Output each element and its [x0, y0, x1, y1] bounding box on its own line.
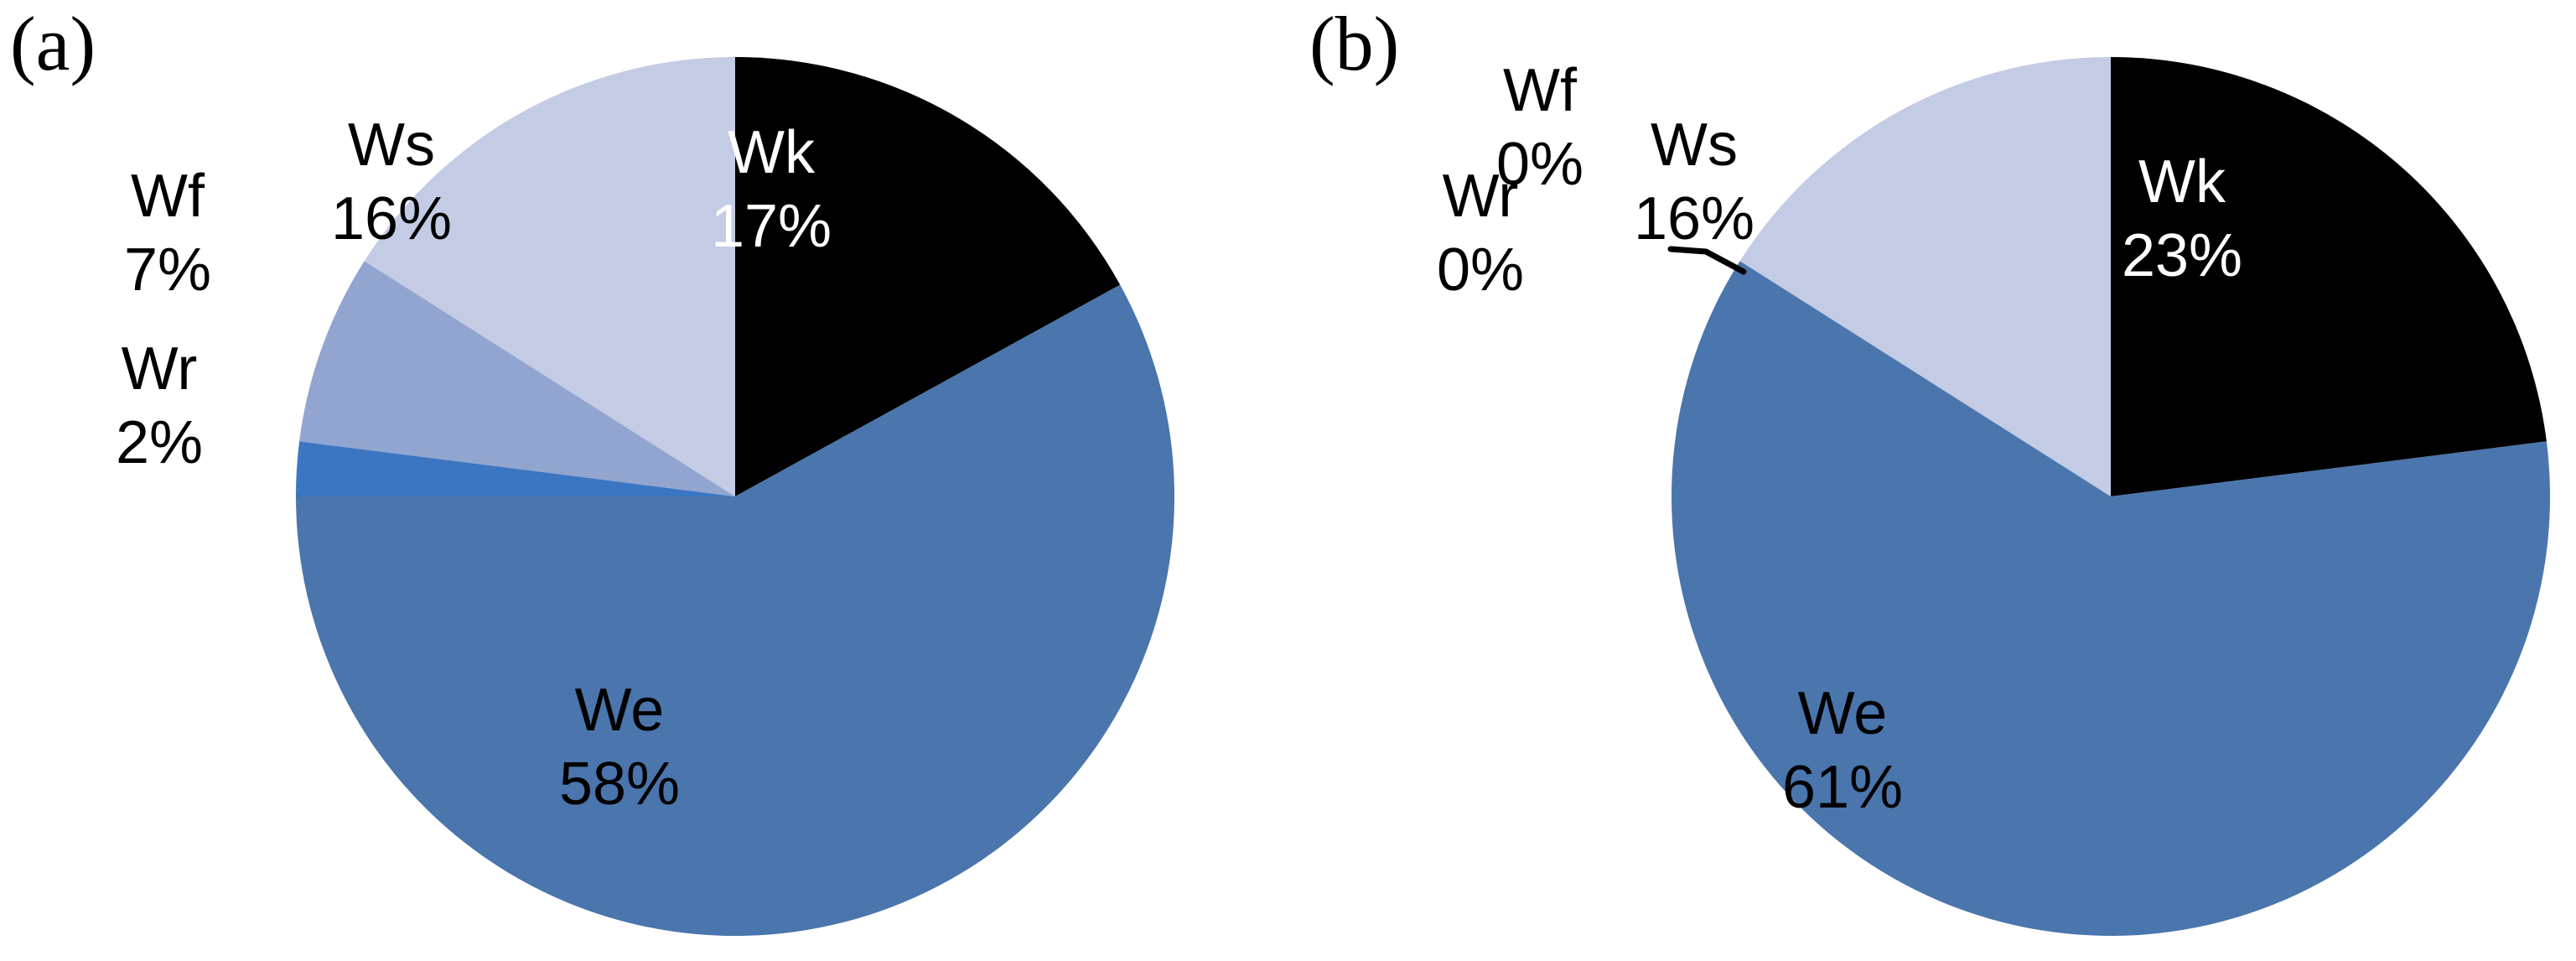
pie-b — [1672, 57, 2551, 936]
slice-wr-a — [295, 441, 735, 496]
panel-label-a: (a) — [10, 1, 96, 86]
slice-label-wr-a: Wr 2% — [115, 335, 204, 476]
slice-label-we-b: We 61% — [1781, 680, 1904, 821]
slice-wk-a — [735, 57, 1121, 496]
slice-wk-b — [2111, 57, 2547, 496]
slice-label-wr-b: Wr 0% — [1436, 163, 1525, 304]
slice-label-ws-a: Ws 16% — [330, 112, 453, 252]
slice-label-wf-a: Wf 7% — [123, 163, 212, 304]
slice-we-a — [296, 284, 1174, 937]
slice-label-ws-b: Ws 16% — [1633, 112, 1755, 252]
slice-wf-a — [299, 261, 736, 496]
slice-ws-b — [1739, 57, 2111, 496]
slice-label-wf-b: Wf 0% — [1495, 57, 1584, 198]
slice-ws-a — [364, 57, 735, 496]
slice-label-wk-a: Wk 17% — [710, 119, 832, 260]
panel-label-b: (b) — [1309, 1, 1400, 86]
pie-a — [295, 57, 1174, 937]
slice-we-b — [1672, 261, 2551, 936]
slice-label-wk-b: Wk 23% — [2121, 148, 2243, 289]
leader-line-wr-b — [1667, 246, 1747, 275]
slice-label-we-a: We 58% — [558, 677, 681, 818]
